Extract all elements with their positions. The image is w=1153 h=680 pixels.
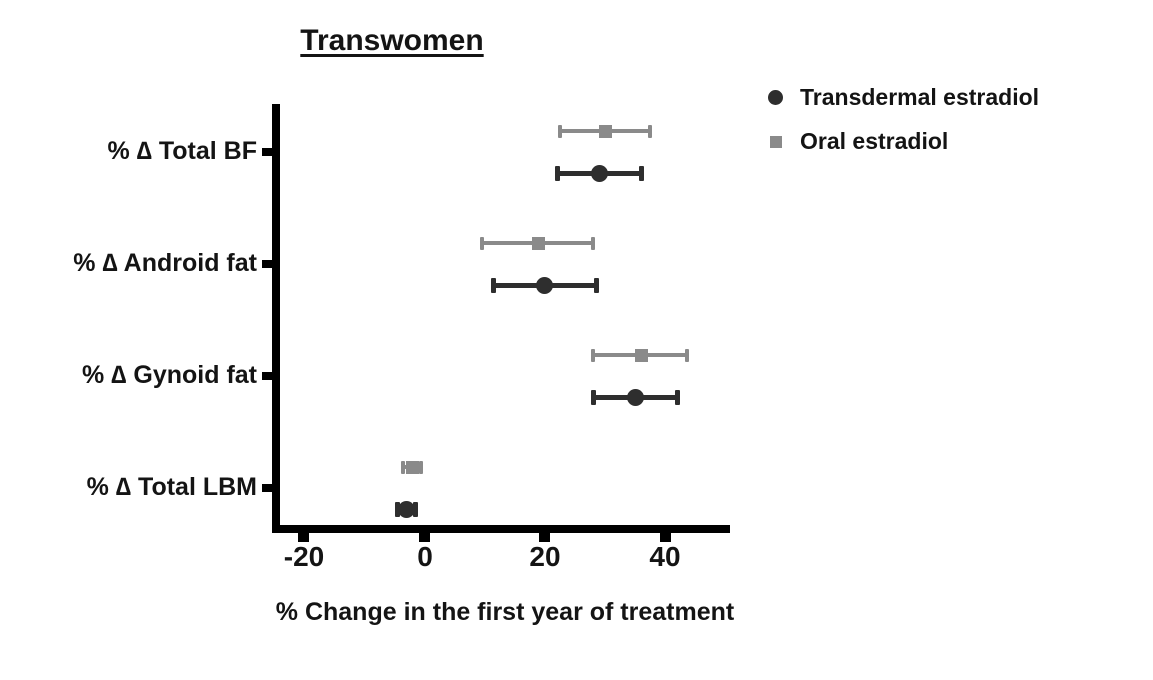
data-point-marker	[405, 460, 419, 474]
y-tick-mark	[262, 484, 272, 492]
data-point-marker	[532, 236, 546, 250]
x-tick-mark	[418, 533, 430, 542]
error-bar-cap	[558, 124, 563, 138]
y-tick-mark	[262, 372, 272, 380]
error-bar-cap	[591, 236, 596, 250]
legend-item-oral-estradiol: Oral estradiol	[768, 128, 1039, 155]
data-point-marker	[634, 348, 648, 362]
circle-marker-icon	[768, 90, 783, 105]
x-tick-label-0: 0	[417, 541, 433, 572]
error-bar-cap	[593, 277, 599, 293]
error-bar-cap	[491, 277, 497, 293]
error-bar-cap	[638, 165, 644, 181]
error-bar-cap	[591, 348, 596, 362]
error-bar-cap	[684, 348, 689, 362]
legend-label: Transdermal estradiol	[800, 84, 1040, 110]
y-axis-line	[272, 104, 280, 533]
plot-area	[262, 104, 730, 542]
chart-title: Transwomen	[300, 24, 484, 57]
error-bar-cap	[394, 501, 400, 517]
square-marker-icon	[770, 135, 782, 148]
x-tick-label-20: 20	[529, 541, 561, 572]
legend: Transdermal estradiol Oral estradiol	[768, 84, 1039, 172]
error-bar-cap	[675, 389, 681, 405]
x-axis-line	[272, 525, 730, 533]
error-bar-cap	[401, 460, 406, 474]
data-point-marker	[590, 164, 608, 182]
x-tick-mark	[539, 533, 551, 542]
data-point-marker	[598, 124, 612, 138]
error-bar-cap	[479, 236, 484, 250]
y-category-label-total-bf: % ∆ Total BF	[107, 137, 257, 165]
error-bar-cap	[412, 501, 418, 517]
error-bar-cap	[554, 165, 560, 181]
legend-item-transdermal-estradiol: Transdermal estradiol	[768, 84, 1039, 111]
x-tick-label-neg20: -20	[283, 541, 325, 572]
x-tick-label-40: 40	[649, 541, 681, 572]
error-bar-cap	[590, 389, 596, 405]
data-point-marker	[626, 388, 644, 406]
error-bar-cap	[419, 460, 424, 474]
x-tick-mark	[298, 533, 310, 542]
y-tick-mark	[262, 148, 272, 156]
y-category-label-total-lbm: % ∆ Total LBM	[86, 473, 257, 501]
x-tick-mark	[660, 533, 672, 542]
y-tick-mark	[262, 260, 272, 268]
data-point-marker	[397, 500, 415, 518]
y-category-label-android-fat: % ∆ Android fat	[73, 249, 257, 277]
legend-label: Oral estradiol	[800, 128, 949, 154]
data-point-marker	[536, 276, 554, 294]
error-bar-cap	[648, 124, 653, 138]
x-axis-title: % Change in the first year of treatment	[275, 598, 735, 626]
y-category-label-gynoid-fat: % ∆ Gynoid fat	[81, 361, 257, 389]
